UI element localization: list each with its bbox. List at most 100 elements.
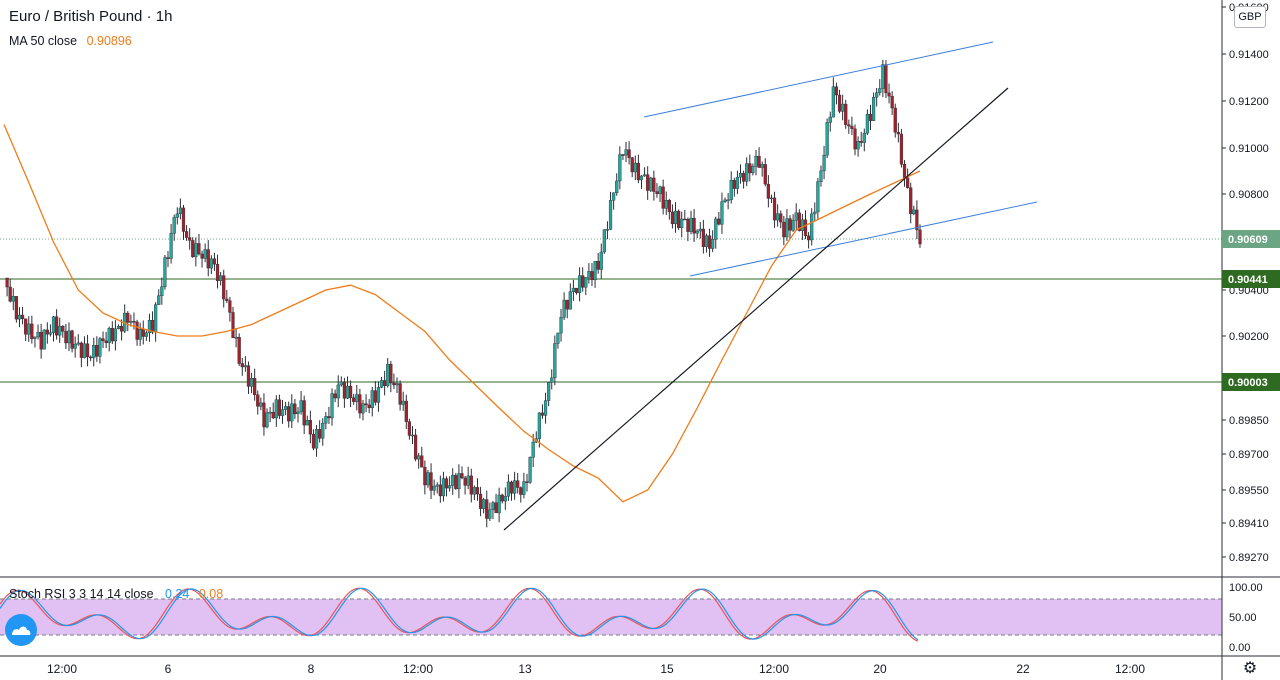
stoch-axis-label: 100.00 xyxy=(1229,582,1263,594)
candle xyxy=(788,218,792,231)
price-tag-label: 0.90441 xyxy=(1228,274,1268,286)
candle xyxy=(48,332,53,335)
tradingview-logo-icon[interactable] xyxy=(5,614,37,646)
candle xyxy=(800,219,805,231)
candle xyxy=(237,337,241,364)
candle xyxy=(902,164,907,178)
candle xyxy=(686,218,690,232)
candle xyxy=(330,393,334,419)
time-axis-label: 12:00 xyxy=(1115,662,1145,676)
candle xyxy=(596,261,600,270)
chart-legend-title: Euro / British Pound · 1h xyxy=(9,8,172,25)
candle xyxy=(339,381,343,386)
candle xyxy=(847,124,851,127)
candle xyxy=(73,343,77,349)
candle xyxy=(284,406,288,410)
candle xyxy=(383,380,387,387)
candle xyxy=(568,291,572,310)
candle xyxy=(593,261,597,281)
candle xyxy=(253,378,257,395)
channel-upper-line[interactable] xyxy=(643,41,994,118)
candle xyxy=(553,343,557,379)
stoch-axis-label: 50.00 xyxy=(1229,612,1257,624)
candle xyxy=(178,207,182,215)
candle xyxy=(729,180,733,201)
candle xyxy=(890,95,894,109)
candle xyxy=(361,403,365,414)
candle xyxy=(420,455,424,468)
stoch-d-line xyxy=(0,587,919,642)
candle xyxy=(649,177,653,191)
candle xyxy=(76,342,80,345)
ma-legend[interactable]: MA 50 close 0.90896 xyxy=(9,34,132,48)
stoch-band xyxy=(0,599,1222,635)
candle xyxy=(565,299,569,310)
candle xyxy=(200,253,204,259)
candle xyxy=(157,295,161,305)
candle xyxy=(899,133,904,165)
candle xyxy=(881,64,885,89)
candle xyxy=(485,499,489,519)
candle xyxy=(460,473,464,479)
candle xyxy=(704,235,709,247)
candle xyxy=(277,399,282,416)
candle xyxy=(116,326,121,330)
candle xyxy=(794,212,798,221)
trendline[interactable] xyxy=(503,87,1009,531)
candle xyxy=(89,356,93,359)
candle xyxy=(379,380,384,388)
candle xyxy=(27,323,31,335)
candle xyxy=(661,186,665,209)
currency-badge[interactable]: GBP xyxy=(1234,6,1266,28)
candle xyxy=(664,200,668,209)
candle xyxy=(612,192,616,201)
candle xyxy=(85,343,90,358)
time-axis-label: 12:00 xyxy=(47,662,77,676)
candle xyxy=(150,320,155,333)
candle xyxy=(256,394,260,407)
candle xyxy=(367,404,371,409)
stoch-rsi-legend[interactable]: Stoch RSI 3 3 14 14 close 0.24 0.08 xyxy=(9,587,223,601)
candle xyxy=(138,329,142,340)
candle xyxy=(680,218,684,228)
candle xyxy=(197,243,201,255)
candle xyxy=(113,328,118,342)
candle xyxy=(605,229,610,231)
candle xyxy=(491,502,495,511)
candle xyxy=(803,219,808,237)
candle xyxy=(482,499,486,509)
candle xyxy=(701,228,705,247)
candle xyxy=(531,441,535,458)
candle xyxy=(234,337,238,339)
price-axis-label: 0.89850 xyxy=(1229,415,1269,427)
gear-icon[interactable]: ⚙ xyxy=(1242,660,1258,677)
candle xyxy=(352,397,356,402)
candle xyxy=(875,92,879,98)
candle xyxy=(698,228,702,232)
candle xyxy=(559,317,563,334)
candle xyxy=(423,466,427,486)
candle xyxy=(17,314,22,320)
candle xyxy=(766,183,770,199)
candle xyxy=(246,365,251,387)
candle xyxy=(107,328,111,343)
candle xyxy=(271,411,275,419)
candle xyxy=(878,88,882,93)
candle xyxy=(525,481,529,483)
candle xyxy=(293,403,297,415)
price-axis-label: 0.89550 xyxy=(1229,485,1269,497)
candle xyxy=(547,382,551,401)
candle xyxy=(785,218,789,238)
candle xyxy=(24,318,28,335)
candle xyxy=(912,209,916,214)
candle xyxy=(166,257,170,259)
candle xyxy=(475,487,480,495)
candle xyxy=(791,220,795,231)
candle xyxy=(126,312,130,323)
candle xyxy=(98,338,102,357)
candle xyxy=(726,199,730,202)
ma-value: 0.90896 xyxy=(86,34,132,48)
channel-lower-line[interactable] xyxy=(689,201,1038,277)
